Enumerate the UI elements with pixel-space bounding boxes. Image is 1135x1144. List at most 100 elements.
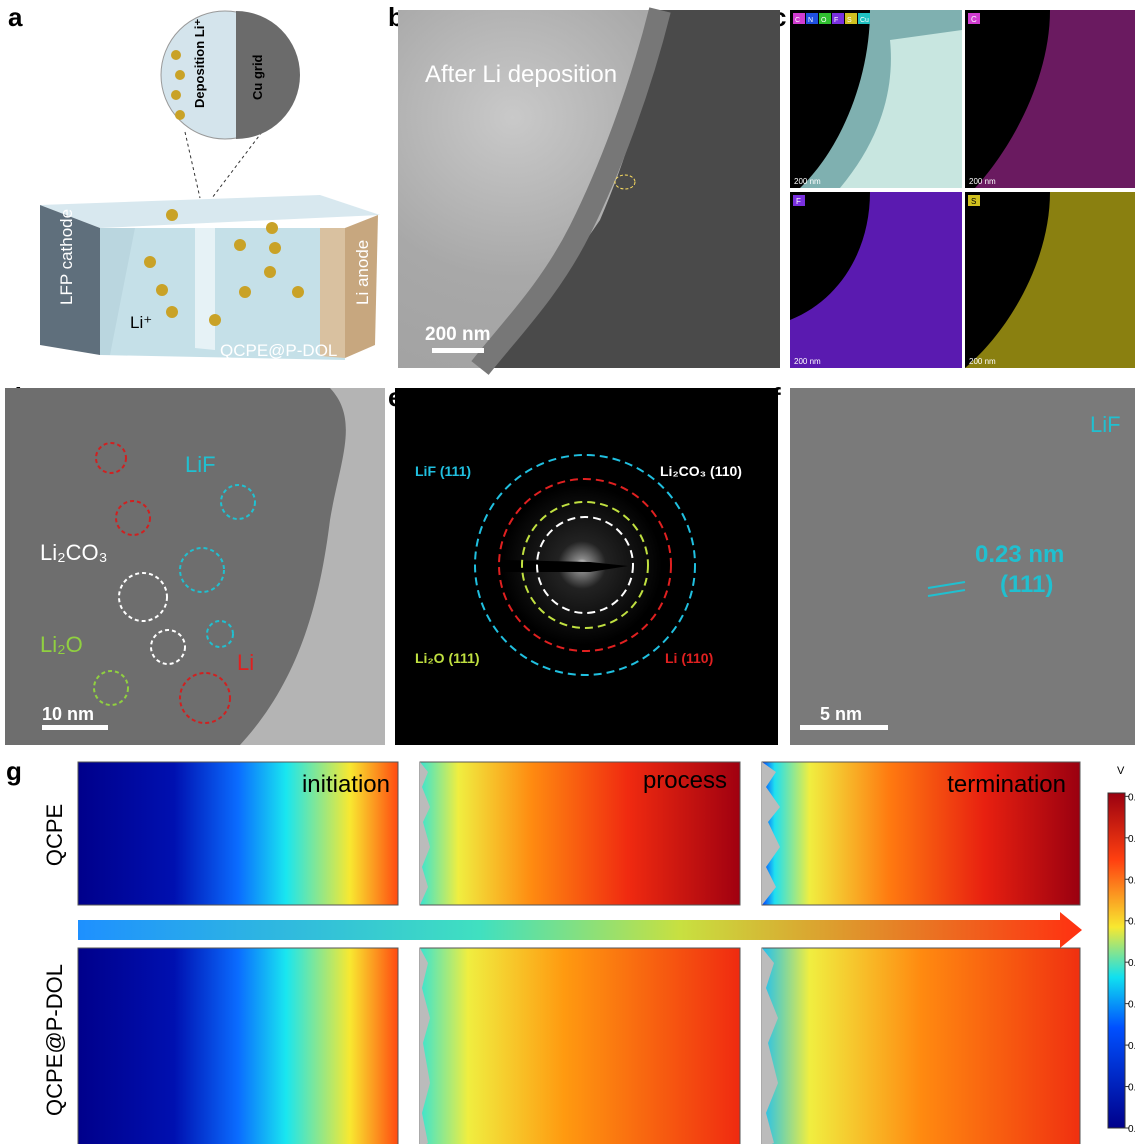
plane-label: (111)	[1000, 571, 1053, 598]
shape	[195, 228, 215, 350]
electrode-label: LFP cathode	[57, 209, 76, 305]
phase-label: Li₂O	[40, 632, 83, 657]
hrtem-image: LiF Li₂CO₃ Li₂O Li 10 nm	[5, 388, 385, 745]
scale-bar-label: 200 nm	[969, 357, 996, 366]
shape	[761, 947, 1081, 1144]
shape	[166, 306, 178, 318]
shape	[175, 70, 185, 80]
ring-label: Li₂O (111)	[415, 650, 480, 666]
legend-swatch	[793, 13, 805, 24]
scale-bar-label: 200 nm	[425, 324, 490, 345]
shape	[1107, 792, 1126, 1129]
shape	[790, 388, 1135, 745]
shape	[432, 348, 484, 353]
legend-label: Cu	[860, 17, 869, 24]
colorbar-tick-label: 0.	[1128, 875, 1135, 886]
panel-label: a	[8, 2, 23, 32]
hrtem-image: LiF 0.23 nm (111) 5 nm	[790, 388, 1135, 745]
shape: 0. 0. 0. 0. 0. 0. 0. 0. 0.	[1125, 792, 1135, 1135]
shape	[93, 670, 129, 706]
colorbar-tick-label: 0.	[1128, 1041, 1135, 1052]
colorbar-tick-label: 0.	[1128, 792, 1135, 803]
eds-maps: C N O F S Cu C F S 200 nm 200 nm 200 nm 200 n…	[790, 10, 1135, 368]
shape	[264, 266, 276, 278]
shape	[240, 388, 385, 745]
shape	[95, 442, 127, 474]
shape	[840, 30, 962, 188]
shape	[292, 286, 304, 298]
shape	[234, 239, 246, 251]
shape	[790, 192, 962, 368]
legend-swatch	[806, 13, 818, 24]
shape	[474, 454, 696, 676]
legend-swatch	[845, 13, 857, 24]
shape	[320, 228, 345, 358]
colorbar-tick-label: 0.	[1128, 958, 1135, 969]
legend-label: O	[821, 17, 827, 24]
legend-label: N	[808, 17, 813, 24]
colorbar-tick-label: 0.	[1128, 1124, 1135, 1135]
shape	[420, 558, 628, 572]
shape	[171, 50, 181, 60]
zoom-label: Deposition Li⁺	[192, 19, 207, 108]
stage-label: termination	[947, 771, 1066, 798]
shape	[40, 195, 380, 228]
legend-label: F	[834, 17, 838, 24]
phase-label: Li	[237, 650, 254, 675]
shape	[100, 228, 345, 360]
shape	[211, 131, 263, 199]
shape	[166, 209, 178, 221]
element-label: F	[796, 197, 801, 206]
shape	[266, 222, 278, 234]
shape	[420, 948, 430, 1144]
scale-bar-label: 5 nm	[820, 704, 862, 724]
shape	[762, 948, 778, 1144]
electrode-label: Li anode	[353, 240, 372, 305]
colorbar-tick-label: 0.	[1128, 917, 1135, 928]
element-label: C	[971, 15, 977, 24]
shape	[175, 110, 185, 120]
saed-pattern: LiF (111) Li₂CO₃ (110) Li₂O (111) Li (11…	[395, 388, 778, 745]
colorbar-tick-label: 0.	[1128, 834, 1135, 845]
shape	[419, 761, 741, 906]
phase-label: Li₂CO₃	[40, 540, 108, 565]
shape	[968, 13, 980, 24]
shape	[345, 215, 378, 358]
shape	[239, 286, 251, 298]
shape	[40, 205, 100, 355]
legend-swatch	[832, 13, 844, 24]
shape	[179, 672, 231, 724]
shape	[220, 484, 256, 520]
shape	[93, 442, 256, 724]
shape	[206, 620, 234, 648]
scale-bar-label: 200 nm	[969, 177, 996, 186]
legend-label: S	[847, 17, 852, 24]
shape	[800, 725, 888, 730]
shape	[614, 174, 636, 190]
shape	[77, 947, 399, 1144]
ring-label: LiF (111)	[415, 463, 471, 479]
electrolyte-label: QCPE@P-DOL	[220, 341, 337, 360]
shape: C N O F S Cu	[793, 13, 870, 24]
shape	[171, 90, 181, 100]
colorbar-tick-label: 0.	[1128, 1000, 1135, 1011]
shape	[269, 242, 281, 254]
shape	[179, 547, 225, 593]
shape	[419, 947, 741, 1144]
shape	[968, 195, 980, 206]
tem-image: After Li deposition 200 nm	[398, 7, 780, 375]
shape	[793, 195, 805, 206]
ring-label: Li₂CO₃ (110)	[660, 463, 742, 479]
legend-swatch	[819, 13, 831, 24]
shape	[184, 131, 201, 199]
shape	[144, 256, 156, 268]
shape	[115, 500, 151, 536]
shape	[965, 192, 1135, 368]
row-label: QCPE	[42, 804, 67, 866]
shape	[761, 761, 1081, 906]
zoom-label: Cu grid	[250, 54, 265, 100]
simulation: initiation process termination QCPE QCPE…	[42, 761, 1135, 1144]
scale-bar-label: 200 nm	[794, 177, 821, 186]
stage-label: initiation	[302, 771, 390, 798]
ring-label: Li (110)	[665, 650, 713, 666]
